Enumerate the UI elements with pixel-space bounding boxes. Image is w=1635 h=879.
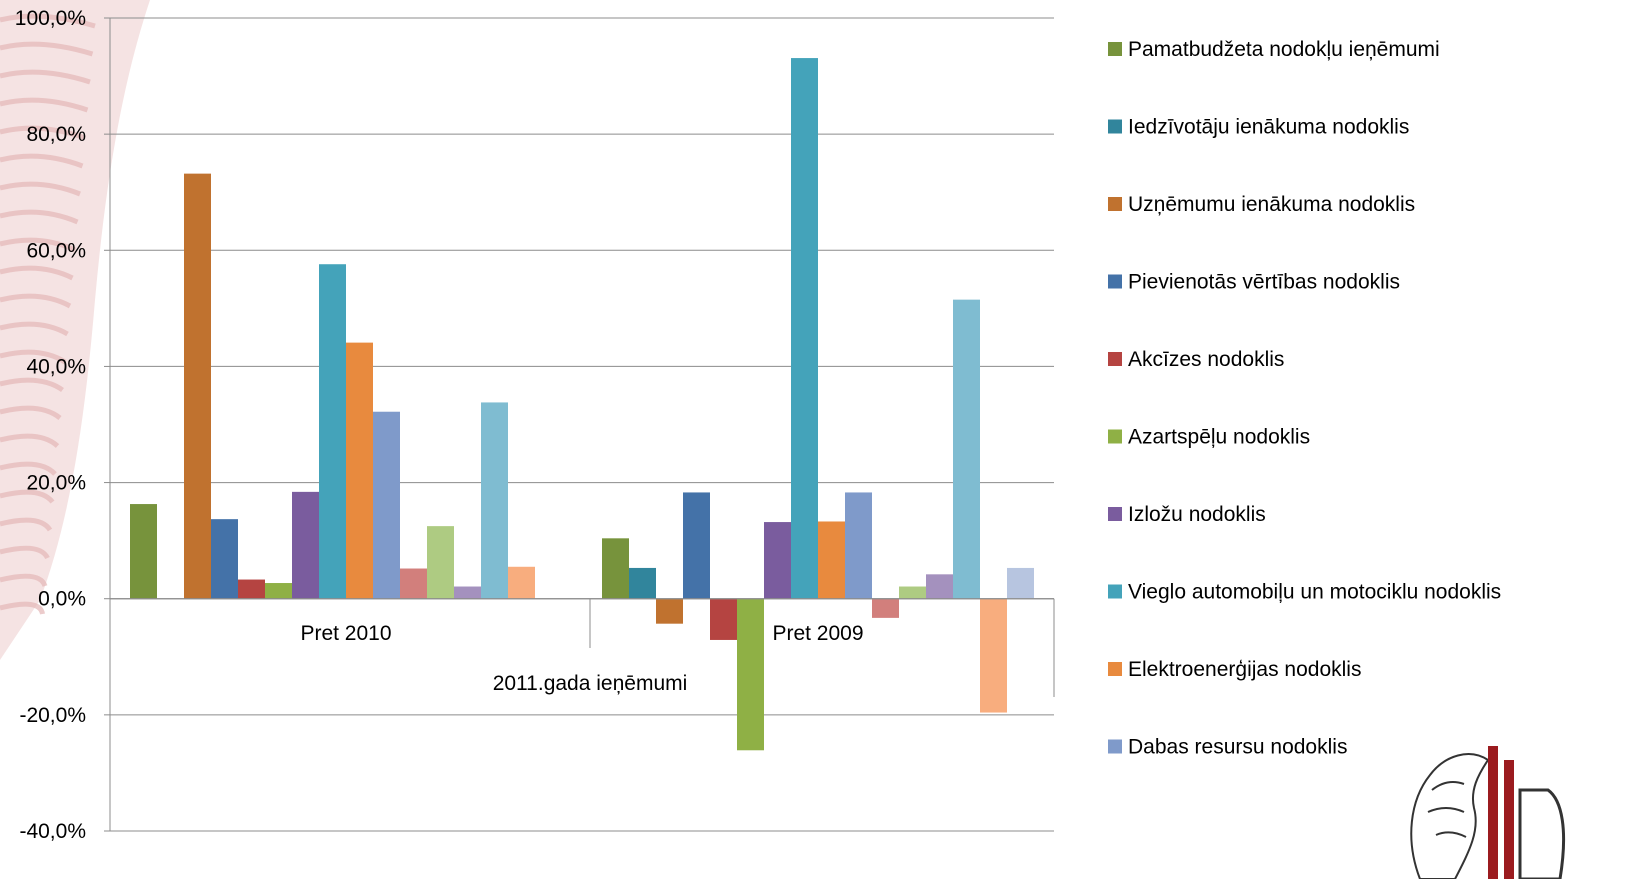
logo-bar: [1504, 760, 1514, 879]
watermark-stroke: [0, 349, 67, 365]
y-tick-label: 80,0%: [26, 123, 86, 146]
watermark-stroke: [0, 489, 55, 504]
bar: [184, 173, 211, 599]
legend-swatch: [1108, 507, 1122, 521]
bar: [319, 264, 346, 599]
y-tick-label: 100,0%: [15, 7, 86, 30]
bar: [656, 598, 683, 624]
bar: [602, 538, 629, 599]
legend-swatch: [1108, 352, 1122, 366]
watermark-stroke: [0, 209, 79, 225]
legend-label: Pamatbudžeta nodokļu ieņēmumi: [1128, 38, 1440, 61]
legend-swatch: [1108, 584, 1122, 599]
bar: [899, 586, 926, 599]
watermark-stroke: [0, 405, 62, 421]
bar: [818, 521, 845, 599]
watermark-stroke: [0, 41, 94, 57]
watermark-stroke: [0, 573, 48, 588]
y-tick-label: 0,0%: [38, 588, 86, 611]
bar: [130, 504, 157, 599]
bar: [346, 342, 373, 599]
legend-swatch: [1108, 42, 1122, 56]
bar: [872, 598, 899, 618]
legend-label: Iedzīvotāju ienākuma nodoklis: [1128, 116, 1409, 139]
bar: [427, 526, 454, 599]
y-tick-label: -20,0%: [19, 704, 86, 727]
legend-label: Uzņēmumu ienākuma nodoklis: [1128, 193, 1415, 216]
bar: [265, 583, 292, 599]
y-tick-label: 20,0%: [26, 472, 86, 495]
legend-swatch: [1108, 429, 1122, 444]
bar: [508, 566, 535, 599]
watermark-stroke: [0, 545, 50, 560]
lion-emblem-detail: [1427, 781, 1467, 838]
watermark-stroke: [0, 461, 57, 476]
bar: [1007, 567, 1034, 599]
category-label: Pret 2010: [300, 622, 391, 645]
watermark-stroke: [0, 377, 64, 393]
legend-label: Dabas resursu nodoklis: [1128, 736, 1347, 759]
bar: [629, 567, 656, 599]
bar: [292, 491, 319, 599]
watermark-stroke: [0, 321, 69, 337]
chart-bars: [130, 58, 1034, 751]
background-watermark: [0, 0, 150, 660]
watermark-stroke: [0, 433, 60, 448]
chart-axes: [109, 18, 1055, 831]
watermark-stroke: [0, 181, 81, 197]
watermark-stroke: [0, 153, 84, 169]
y-tick-label: 40,0%: [26, 355, 86, 378]
bar: [764, 522, 791, 599]
legend-label: Pievienotās vērtības nodoklis: [1128, 271, 1400, 294]
chart-gridlines: [104, 17, 1054, 832]
bar: [845, 492, 872, 599]
bar: [211, 519, 238, 599]
bar: [926, 574, 953, 599]
bar: [980, 598, 1007, 713]
chart-legend: Pamatbudžeta nodokļu ieņēmumi Iedzīvotāju…: [1108, 38, 1501, 759]
logo-bar: [1488, 746, 1498, 879]
bar: [683, 492, 710, 599]
bar: [400, 568, 427, 599]
legend-swatch: [1108, 119, 1122, 134]
watermark-stroke: [0, 69, 91, 85]
legend-swatch: [1108, 739, 1122, 754]
y-tick-label: -40,0%: [19, 820, 86, 843]
legend-label: Vieglo automobiļu un motociklu nodoklis: [1128, 581, 1501, 604]
bar: [454, 586, 481, 599]
chart-labels: -40,0% -20,0% 0,0% 20,0% 40,0% 60,0% 80,0% 100,…: [15, 7, 864, 843]
bar: [953, 299, 980, 599]
legend-label: Azartspēļu nodoklis: [1128, 426, 1310, 449]
watermark-stroke: [0, 237, 77, 253]
watermark-stroke: [0, 601, 45, 615]
bar: [373, 411, 400, 599]
legend-label: Elektroenerģijas nodoklis: [1128, 658, 1361, 681]
bar: [481, 402, 508, 599]
watermark-stroke: [0, 97, 89, 113]
category-label: Pret 2009: [772, 622, 863, 645]
legend-swatch: [1108, 274, 1122, 289]
bar: [238, 579, 265, 599]
logo-arch: [1518, 788, 1566, 879]
x-axis-label: 2011.gada ieņēmumi: [493, 672, 688, 695]
watermark-stroke: [0, 265, 74, 281]
y-tick-label: 60,0%: [26, 239, 86, 262]
legend-label: Izložu nodoklis: [1128, 503, 1266, 526]
lion-emblem-icon: [1410, 753, 1490, 879]
bar: [737, 598, 764, 751]
legend-label: Akcīzes nodoklis: [1128, 348, 1284, 371]
watermark-stroke: [0, 125, 86, 141]
bar: [710, 598, 737, 640]
bar: [791, 58, 818, 599]
legend-swatch: [1108, 662, 1122, 676]
watermark-stroke: [0, 517, 53, 532]
watermark-stroke: [0, 13, 96, 29]
legend-swatch: [1108, 197, 1122, 211]
institution-logo: [1410, 746, 1566, 879]
watermark-stroke: [0, 293, 72, 309]
